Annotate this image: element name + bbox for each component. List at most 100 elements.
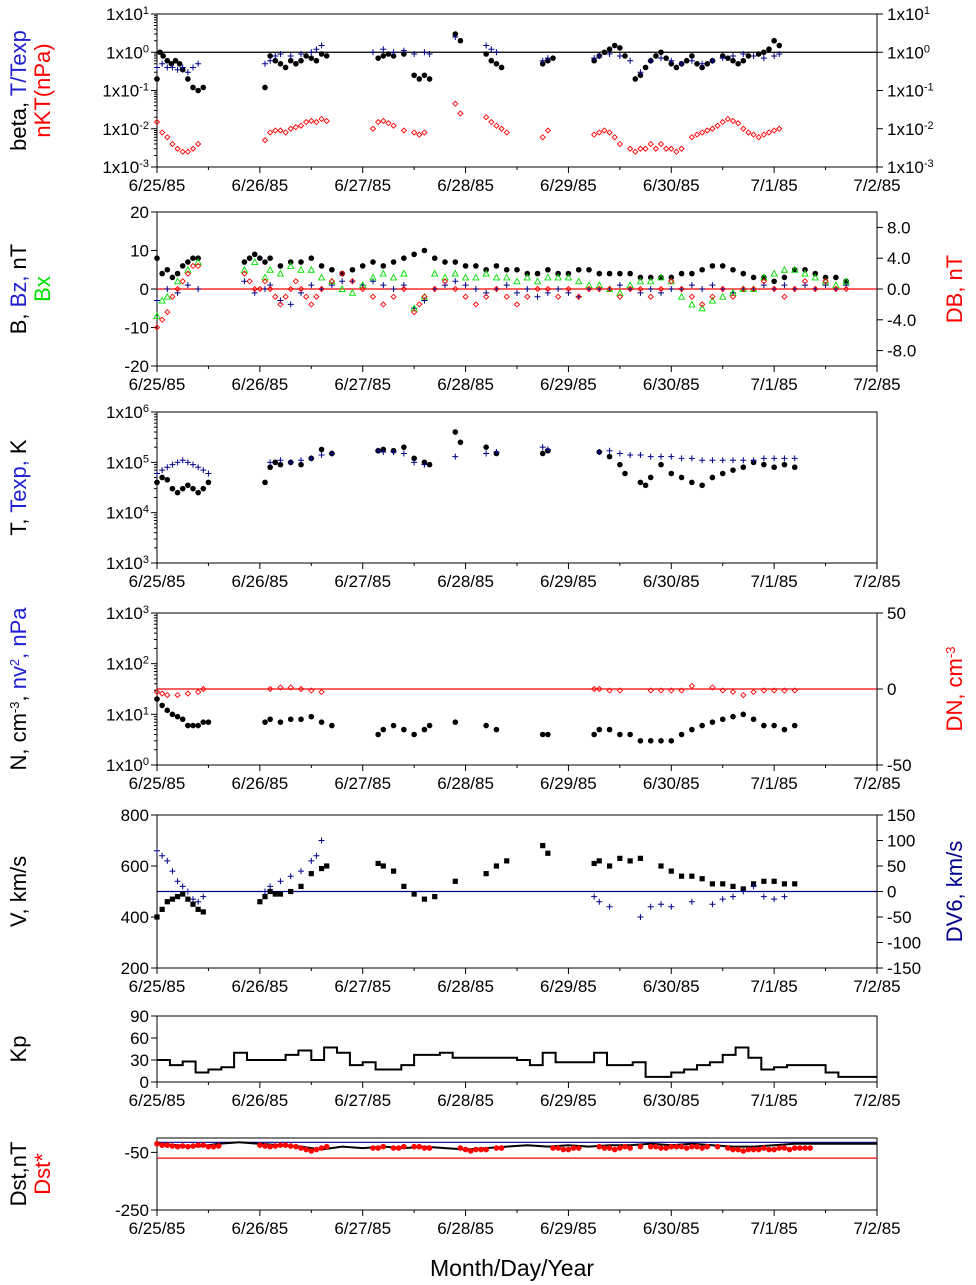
data-point — [637, 451, 644, 458]
data-point — [318, 263, 325, 269]
data-point — [153, 312, 161, 319]
data-point — [735, 1146, 741, 1153]
data-point — [550, 1145, 556, 1151]
data-point — [725, 1145, 731, 1151]
data-point — [606, 1145, 613, 1151]
data-point — [164, 308, 171, 316]
data-point — [452, 278, 459, 285]
data-point — [205, 719, 212, 725]
data-point — [657, 273, 665, 281]
x-tick-label: 6/26/85 — [231, 977, 288, 996]
data-point — [472, 301, 479, 308]
data-point — [658, 289, 664, 296]
right-y-tick-label: 1x10-2 — [887, 120, 934, 139]
data-point — [272, 459, 279, 466]
data-point — [668, 453, 675, 460]
data-point — [730, 52, 736, 59]
data-point — [761, 461, 767, 468]
data-point — [503, 129, 510, 136]
data-point — [411, 51, 418, 58]
data-point — [657, 140, 665, 148]
data-point — [452, 719, 459, 725]
data-point — [611, 1146, 618, 1153]
data-point — [401, 255, 407, 261]
data-point — [308, 713, 315, 720]
data-point — [380, 46, 387, 53]
data-point — [195, 489, 201, 496]
data-point — [544, 55, 551, 62]
data-point — [174, 691, 181, 699]
data-point — [421, 49, 428, 56]
right-y-tick-label: -4.0 — [887, 311, 916, 330]
data-point — [442, 259, 448, 265]
data-point — [616, 293, 623, 300]
data-point — [493, 726, 500, 733]
x-tick-label: 6/26/85 — [231, 572, 288, 591]
data-point — [328, 450, 335, 457]
data-point — [595, 281, 604, 289]
data-point — [272, 1143, 279, 1149]
data-point — [174, 289, 181, 296]
data-point — [400, 285, 407, 293]
data-point — [786, 1146, 793, 1153]
data-point — [308, 55, 315, 61]
data-point — [318, 688, 325, 696]
data-point — [262, 286, 268, 292]
plot-frame — [156, 1015, 878, 1083]
data-point — [266, 265, 274, 273]
data-point — [348, 288, 357, 296]
data-point — [195, 60, 202, 67]
right-y-tick-label: 150 — [887, 806, 915, 825]
y-axis-title: T, Texp, K — [6, 439, 31, 536]
data-point — [297, 685, 305, 693]
data-point — [267, 57, 274, 64]
data-point — [395, 1145, 402, 1151]
data-point — [452, 429, 459, 435]
data-point — [390, 293, 397, 300]
data-point — [389, 273, 398, 281]
data-point — [169, 140, 176, 148]
data-point — [338, 285, 346, 292]
data-point — [410, 304, 418, 312]
data-point — [791, 285, 798, 293]
data-point — [688, 455, 695, 462]
data-point — [776, 1145, 783, 1151]
data-point — [570, 1145, 577, 1151]
data-point — [504, 858, 510, 864]
data-point — [154, 76, 160, 82]
data-point — [257, 899, 263, 905]
data-point — [781, 881, 788, 887]
data-point — [205, 1143, 212, 1150]
data-point — [498, 1145, 505, 1151]
data-point — [421, 247, 428, 254]
x-tick-label: 6/28/85 — [437, 375, 494, 394]
data-point — [771, 285, 778, 293]
data-point — [390, 49, 397, 56]
data-point — [380, 726, 387, 733]
data-point — [452, 100, 459, 107]
data-point — [313, 293, 320, 300]
data-point — [730, 883, 736, 889]
data-point — [760, 687, 767, 694]
data-point — [483, 42, 490, 49]
y-tick-label: 20 — [130, 203, 149, 222]
data-point — [318, 446, 325, 453]
right-y-tick-label: 0.0 — [887, 280, 911, 299]
data-point — [375, 731, 381, 738]
data-point — [658, 738, 664, 744]
data-point — [262, 84, 268, 91]
data-point — [689, 873, 695, 879]
data-point — [164, 64, 171, 71]
data-point — [380, 117, 387, 125]
data-point — [632, 76, 639, 82]
data-point — [200, 467, 207, 474]
data-point — [637, 285, 644, 293]
data-point — [730, 57, 736, 64]
data-point — [699, 266, 705, 273]
data-point — [729, 688, 737, 696]
data-point — [401, 444, 407, 450]
x-tick-label: 6/27/85 — [334, 1091, 391, 1110]
data-point — [298, 259, 304, 265]
data-point — [843, 285, 850, 293]
series-1 — [154, 429, 798, 496]
